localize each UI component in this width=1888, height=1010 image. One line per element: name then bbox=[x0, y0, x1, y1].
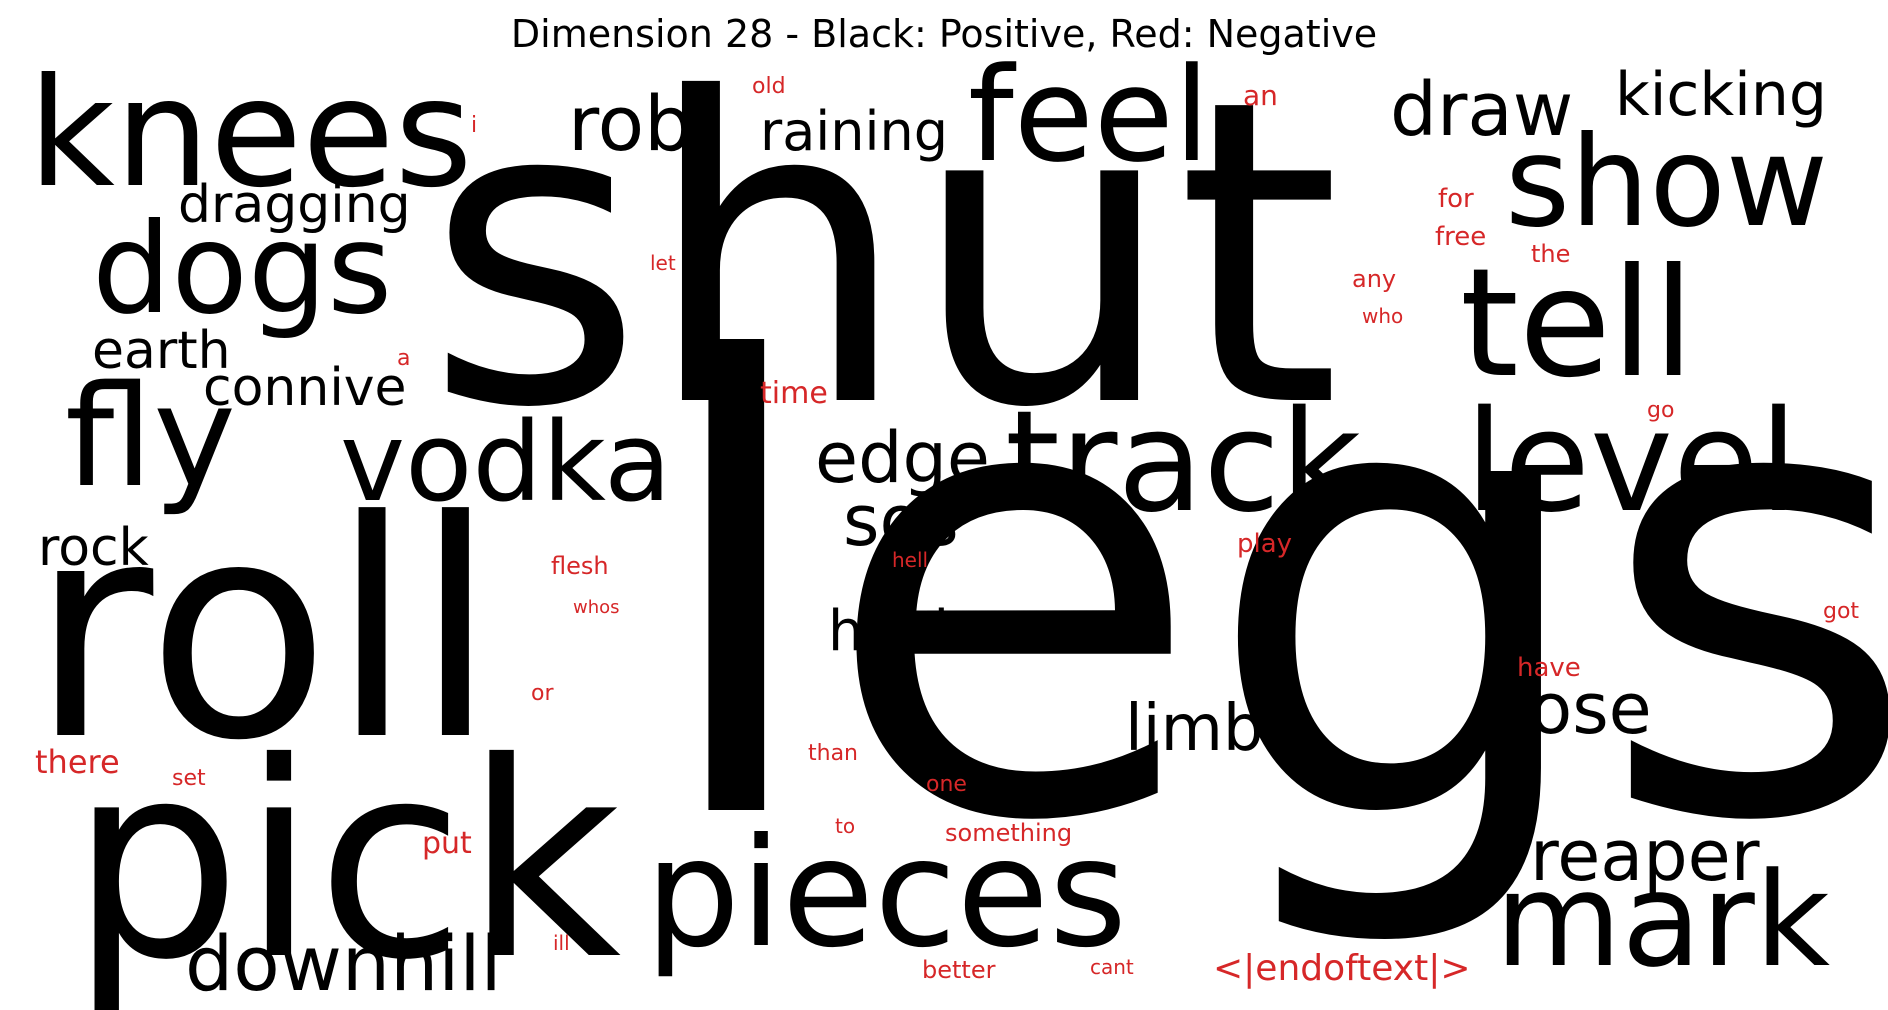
word-time: time bbox=[760, 376, 828, 411]
word-pick: pick bbox=[70, 704, 621, 1010]
word-show: show bbox=[1505, 110, 1828, 255]
word-earth: earth bbox=[92, 321, 231, 381]
word-for: for bbox=[1438, 184, 1474, 214]
word-edge: edge bbox=[815, 417, 990, 499]
word-mark: mark bbox=[1495, 844, 1830, 996]
word-any: any bbox=[1352, 265, 1396, 293]
word-whos: whos bbox=[573, 597, 620, 618]
word-got: got bbox=[1823, 599, 1859, 624]
word-one: one bbox=[926, 772, 967, 797]
word-sos: sos bbox=[843, 480, 959, 562]
word-vodka: vodka bbox=[340, 398, 671, 526]
word-tell: tell bbox=[1460, 237, 1694, 411]
word-play: play bbox=[1237, 529, 1292, 559]
word-old: old bbox=[752, 74, 786, 99]
word-fly: fly bbox=[65, 356, 236, 519]
word-track: track bbox=[1005, 381, 1361, 544]
word-rob: rob bbox=[568, 79, 692, 168]
word-free: free bbox=[1435, 222, 1486, 252]
word-go: go bbox=[1647, 398, 1674, 423]
word-hell: hell bbox=[892, 548, 928, 572]
word-reaper: reaper bbox=[1530, 815, 1760, 897]
word-or: or bbox=[531, 681, 554, 706]
word-nose: nose bbox=[1485, 668, 1652, 750]
word-roll: roll bbox=[30, 457, 497, 806]
word-limb: limb bbox=[1125, 692, 1264, 766]
word-knees: knees bbox=[28, 47, 473, 221]
word-i: i bbox=[471, 113, 477, 138]
word-shut: shut bbox=[425, 11, 1341, 500]
word-the: the bbox=[1531, 240, 1570, 268]
word-flesh: flesh bbox=[551, 552, 609, 580]
word-dragging: dragging bbox=[178, 175, 411, 235]
word-kicking: kicking bbox=[1615, 60, 1827, 130]
word-pieces: pieces bbox=[645, 807, 1127, 981]
word-feel: feel bbox=[968, 39, 1210, 191]
chart-title: Dimension 28 - Black: Positive, Red: Neg… bbox=[510, 12, 1378, 56]
word-there: there bbox=[35, 743, 120, 781]
word-rock: rock bbox=[38, 518, 149, 578]
word-better: better bbox=[922, 956, 996, 984]
word-who: who bbox=[1362, 304, 1403, 328]
word-ill: ill bbox=[553, 931, 570, 955]
word-downhill: downhill bbox=[185, 919, 502, 1008]
word-legs: legs bbox=[650, 236, 1888, 957]
word-level: level bbox=[1465, 381, 1798, 544]
word-put: put bbox=[422, 826, 472, 861]
word-set: set bbox=[172, 766, 206, 791]
word-connive: connive bbox=[203, 358, 407, 418]
word-raining: raining bbox=[760, 100, 948, 163]
word-to: to bbox=[835, 814, 855, 838]
word-a: a bbox=[397, 346, 410, 371]
word-endoftext: <|endoftext|> bbox=[1213, 948, 1471, 989]
word-hold: hold bbox=[828, 599, 949, 664]
word-dogs: dogs bbox=[92, 197, 392, 342]
word-than: than bbox=[808, 741, 858, 766]
word-something: something bbox=[945, 819, 1072, 847]
word-draw: draw bbox=[1390, 67, 1573, 153]
word-cant: cant bbox=[1090, 955, 1134, 979]
word-let: let bbox=[650, 251, 676, 275]
word-an: an bbox=[1243, 79, 1278, 112]
word-have: have bbox=[1517, 653, 1581, 683]
